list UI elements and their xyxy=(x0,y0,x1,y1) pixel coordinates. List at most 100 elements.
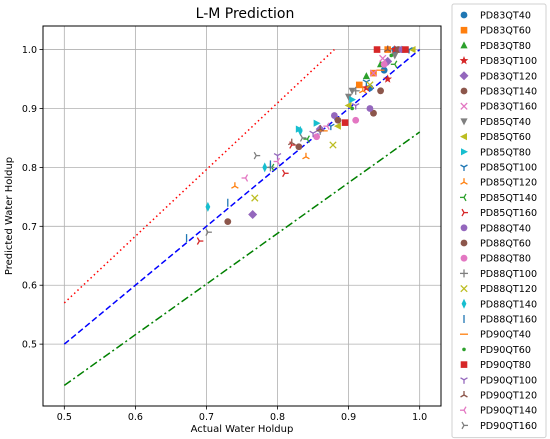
legend-marker xyxy=(460,102,468,110)
legend-marker xyxy=(460,284,468,293)
legend-marker xyxy=(461,421,468,430)
legend-entry-label: PD83QT120 xyxy=(480,71,537,82)
data-point xyxy=(355,81,363,89)
legend-marker xyxy=(460,11,468,19)
data-point xyxy=(205,228,212,236)
legend-marker xyxy=(461,148,468,156)
data-point xyxy=(205,201,211,212)
chart-title: L-M Prediction xyxy=(196,6,295,22)
data-point xyxy=(351,86,360,95)
legend-marker xyxy=(460,87,468,95)
data-points xyxy=(185,44,416,245)
legend-marker xyxy=(462,347,466,352)
legend-marker xyxy=(461,298,467,309)
legend-marker xyxy=(460,133,467,141)
data-point xyxy=(313,133,321,141)
data-point xyxy=(383,74,393,83)
legend-entry-label: PD90QT100 xyxy=(480,375,537,386)
legend-entry-label: PD83QT60 xyxy=(480,26,531,37)
legend-entry-label: PD85QT160 xyxy=(480,208,537,219)
data-point xyxy=(391,52,399,60)
data-point xyxy=(334,116,342,124)
data-point xyxy=(380,60,388,68)
data-point xyxy=(383,45,392,53)
y-tick-label: 0.5 xyxy=(22,340,37,351)
legend-entry-label: PD83QT160 xyxy=(480,102,537,113)
legend-marker xyxy=(460,26,468,34)
legend-marker xyxy=(460,391,468,398)
data-point xyxy=(287,138,296,146)
data-point xyxy=(352,116,360,124)
legend-marker xyxy=(459,56,469,65)
legend-entry-label: PD83QT140 xyxy=(480,87,537,98)
legend-marker xyxy=(460,361,468,368)
legend-frame xyxy=(451,3,547,439)
data-point xyxy=(309,130,317,138)
legend-marker xyxy=(460,224,468,232)
data-point xyxy=(350,106,354,111)
reference-line-dashdot xyxy=(63,131,421,386)
legend-entry-label: PD88QT80 xyxy=(480,254,531,265)
legend-entry-label: PD88QT40 xyxy=(480,223,531,234)
axis-ticks: 0.5 0.6 0.7 0.8 0.9 1.0 0.5 0.6 0.7 0.8 0.9 1.0 xyxy=(22,45,427,423)
y-tick-label: 0.6 xyxy=(22,281,37,292)
legend-entry-label: PD90QT140 xyxy=(480,406,537,417)
data-point xyxy=(362,72,370,80)
x-tick-label: 0.6 xyxy=(128,412,143,423)
data-point xyxy=(282,169,289,178)
legend-entry-label: PD85QT80 xyxy=(480,147,531,158)
legend-entry-label: PD90QT40 xyxy=(480,330,531,341)
data-point xyxy=(370,109,377,117)
legend-entry-label: PD83QT100 xyxy=(480,56,537,67)
data-point xyxy=(402,46,409,53)
data-point xyxy=(313,119,321,127)
y-tick-label: 0.9 xyxy=(22,104,37,115)
legend-entry-label: PD83QT40 xyxy=(480,11,531,22)
legend-marker xyxy=(460,118,468,126)
data-point xyxy=(389,53,394,58)
data-point xyxy=(373,46,381,53)
data-point xyxy=(341,119,349,126)
legend-marker xyxy=(461,208,468,217)
x-axis-label: Actual Water Holdup xyxy=(191,424,294,435)
data-point xyxy=(390,44,400,54)
reference-line-dotted xyxy=(63,49,335,304)
legend-entry-label: PD88QT140 xyxy=(480,299,537,310)
grid xyxy=(43,26,441,406)
data-point xyxy=(303,135,310,143)
y-tick-label: 0.8 xyxy=(22,163,37,174)
x-tick-label: 1.0 xyxy=(412,412,427,423)
data-point xyxy=(390,60,398,69)
plot-frame xyxy=(42,25,442,407)
x-tick-label: 0.8 xyxy=(270,412,285,423)
data-point xyxy=(359,86,367,94)
data-point xyxy=(196,237,204,245)
legend-entry-label: PD88QT160 xyxy=(480,315,537,326)
data-point xyxy=(369,69,378,77)
x-tick-label: 0.7 xyxy=(199,412,214,423)
legend-marker xyxy=(460,254,468,262)
data-point xyxy=(231,182,239,189)
reference-line-dashed xyxy=(63,48,421,345)
legend-marker xyxy=(460,164,468,171)
reference-lines xyxy=(63,48,421,386)
legend-marker xyxy=(460,377,468,384)
data-point xyxy=(366,81,374,89)
data-point xyxy=(345,93,353,101)
legend-entry-label: PD85QT120 xyxy=(480,178,537,189)
legend-marker xyxy=(460,406,467,414)
data-point xyxy=(241,174,249,182)
legend-entry-label: PD88QT60 xyxy=(480,239,531,250)
legend-marker xyxy=(459,71,469,81)
data-point xyxy=(351,102,360,110)
data-point xyxy=(302,152,310,160)
y-tick-label: 1.0 xyxy=(22,45,37,56)
legend-marker xyxy=(460,178,468,185)
data-point xyxy=(273,157,281,166)
data-point xyxy=(349,96,357,104)
legend-entry-label: PD85QT140 xyxy=(480,193,537,204)
legend-entry-label: PD85QT100 xyxy=(480,163,537,174)
data-point xyxy=(344,101,352,110)
data-point xyxy=(295,143,303,151)
